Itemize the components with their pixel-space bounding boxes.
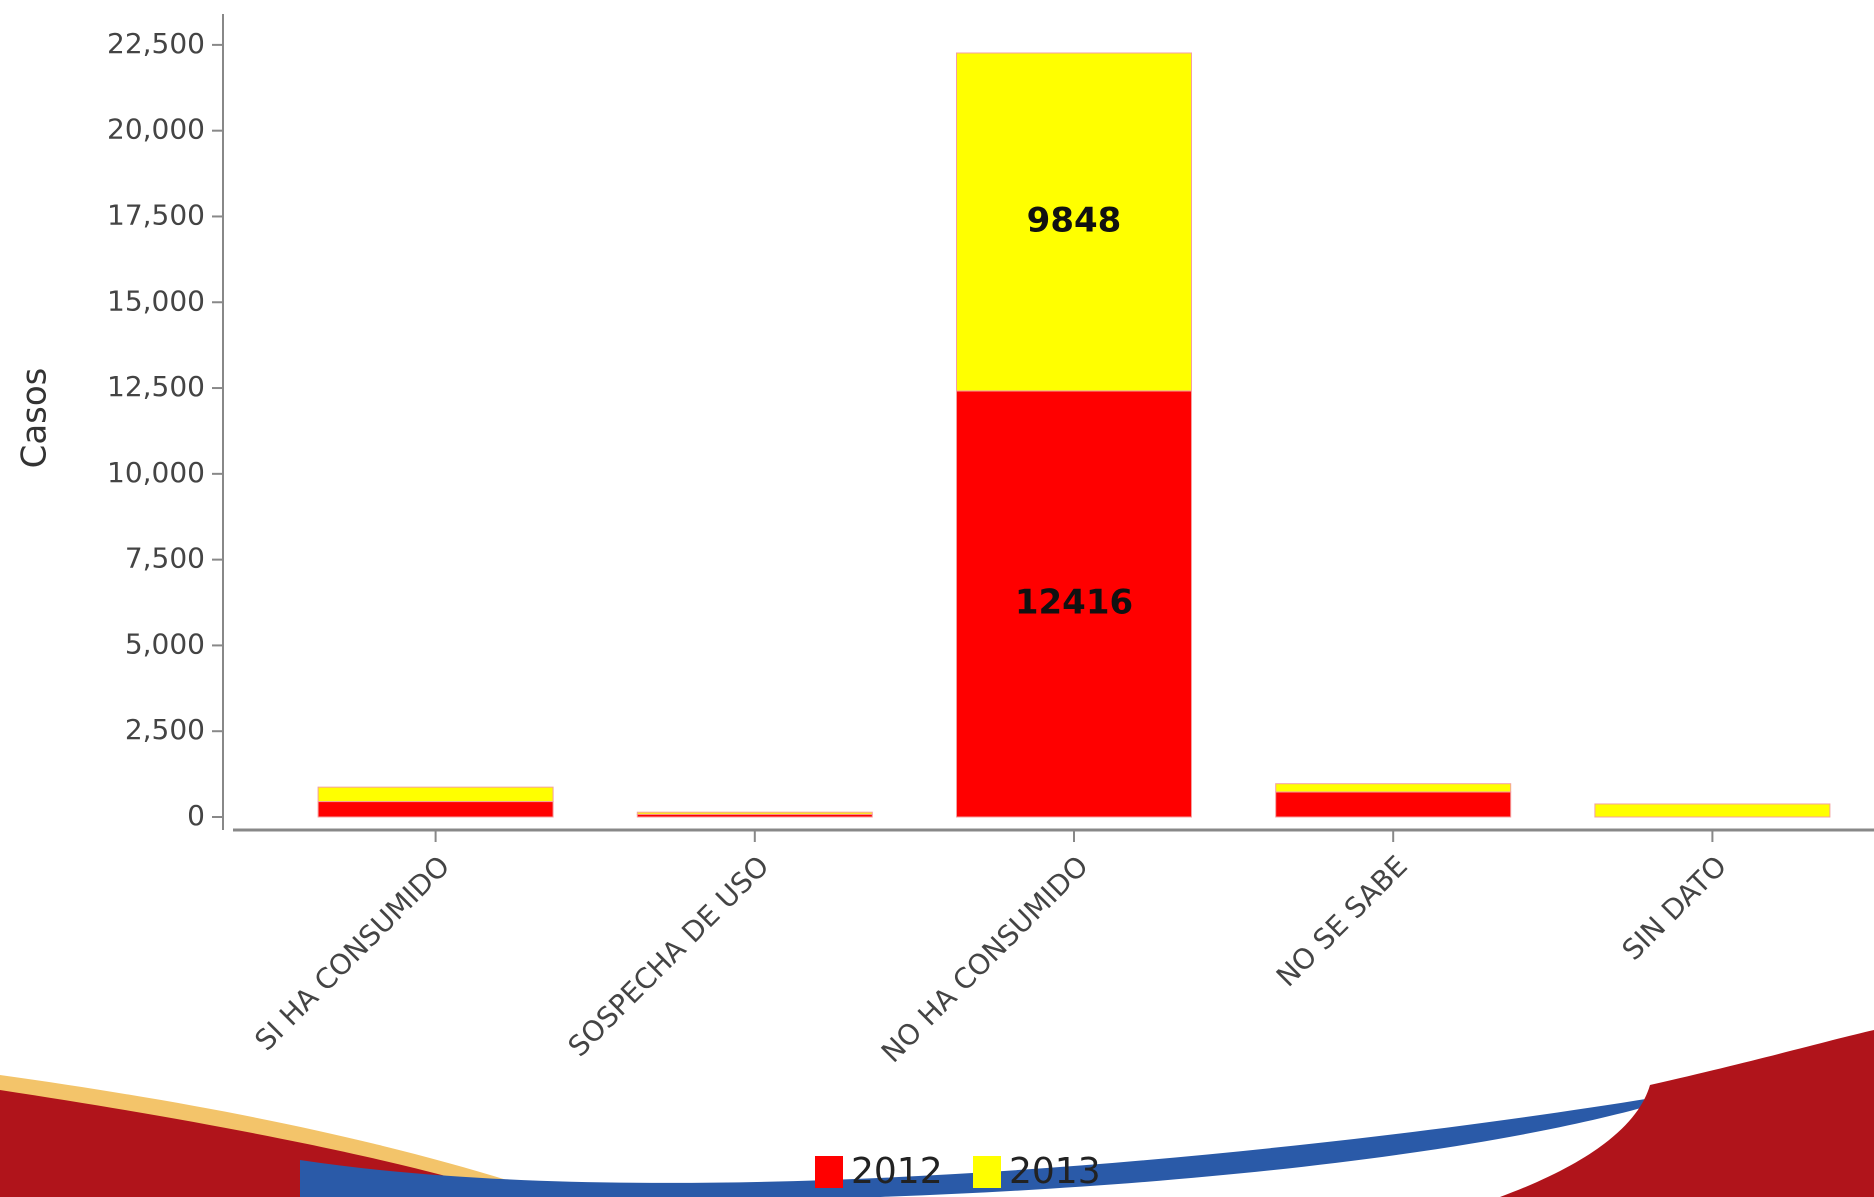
y-tick-label: 20,000 [107, 113, 205, 146]
legend-label: 2013 [1009, 1151, 1101, 1192]
y-tick-label: 2,500 [125, 713, 205, 746]
value-label: 12416 [1015, 582, 1133, 622]
bar-segment [317, 801, 554, 818]
x-tick-label: SI HA CONSUMIDO [248, 849, 456, 1057]
bar-segment [956, 52, 1192, 392]
value-label: 9848 [1027, 200, 1122, 240]
background-swoosh [0, 1030, 1874, 1197]
y-tick-label: 17,500 [107, 198, 205, 231]
x-tick-label: SIN DATO [1616, 849, 1733, 966]
x-tick-label: SOSPECHA DE USO [562, 849, 776, 1063]
legend-swatch [815, 1156, 843, 1188]
bar-segment [1594, 803, 1831, 818]
y-tick-label: 5,000 [125, 627, 205, 660]
y-tick-label: 22,500 [107, 27, 205, 60]
y-tick-label: 0 [187, 799, 205, 832]
x-tick-label: NO HA CONSUMIDO [875, 849, 1095, 1069]
y-tick-label: 10,000 [107, 456, 205, 489]
y-tick-label: 12,500 [107, 370, 205, 403]
bar-segment [1275, 783, 1512, 793]
bar-segment [636, 811, 873, 815]
bar-segment [1275, 791, 1512, 818]
x-tick-label: NO SE SABE [1270, 849, 1414, 993]
y-tick-label: 7,500 [125, 542, 205, 575]
y-axis-label: Casos [15, 368, 55, 469]
legend-label: 2012 [851, 1151, 943, 1192]
bar-segment [317, 786, 554, 803]
y-tick-label: 15,000 [107, 284, 205, 317]
legend-swatch [973, 1156, 1001, 1188]
